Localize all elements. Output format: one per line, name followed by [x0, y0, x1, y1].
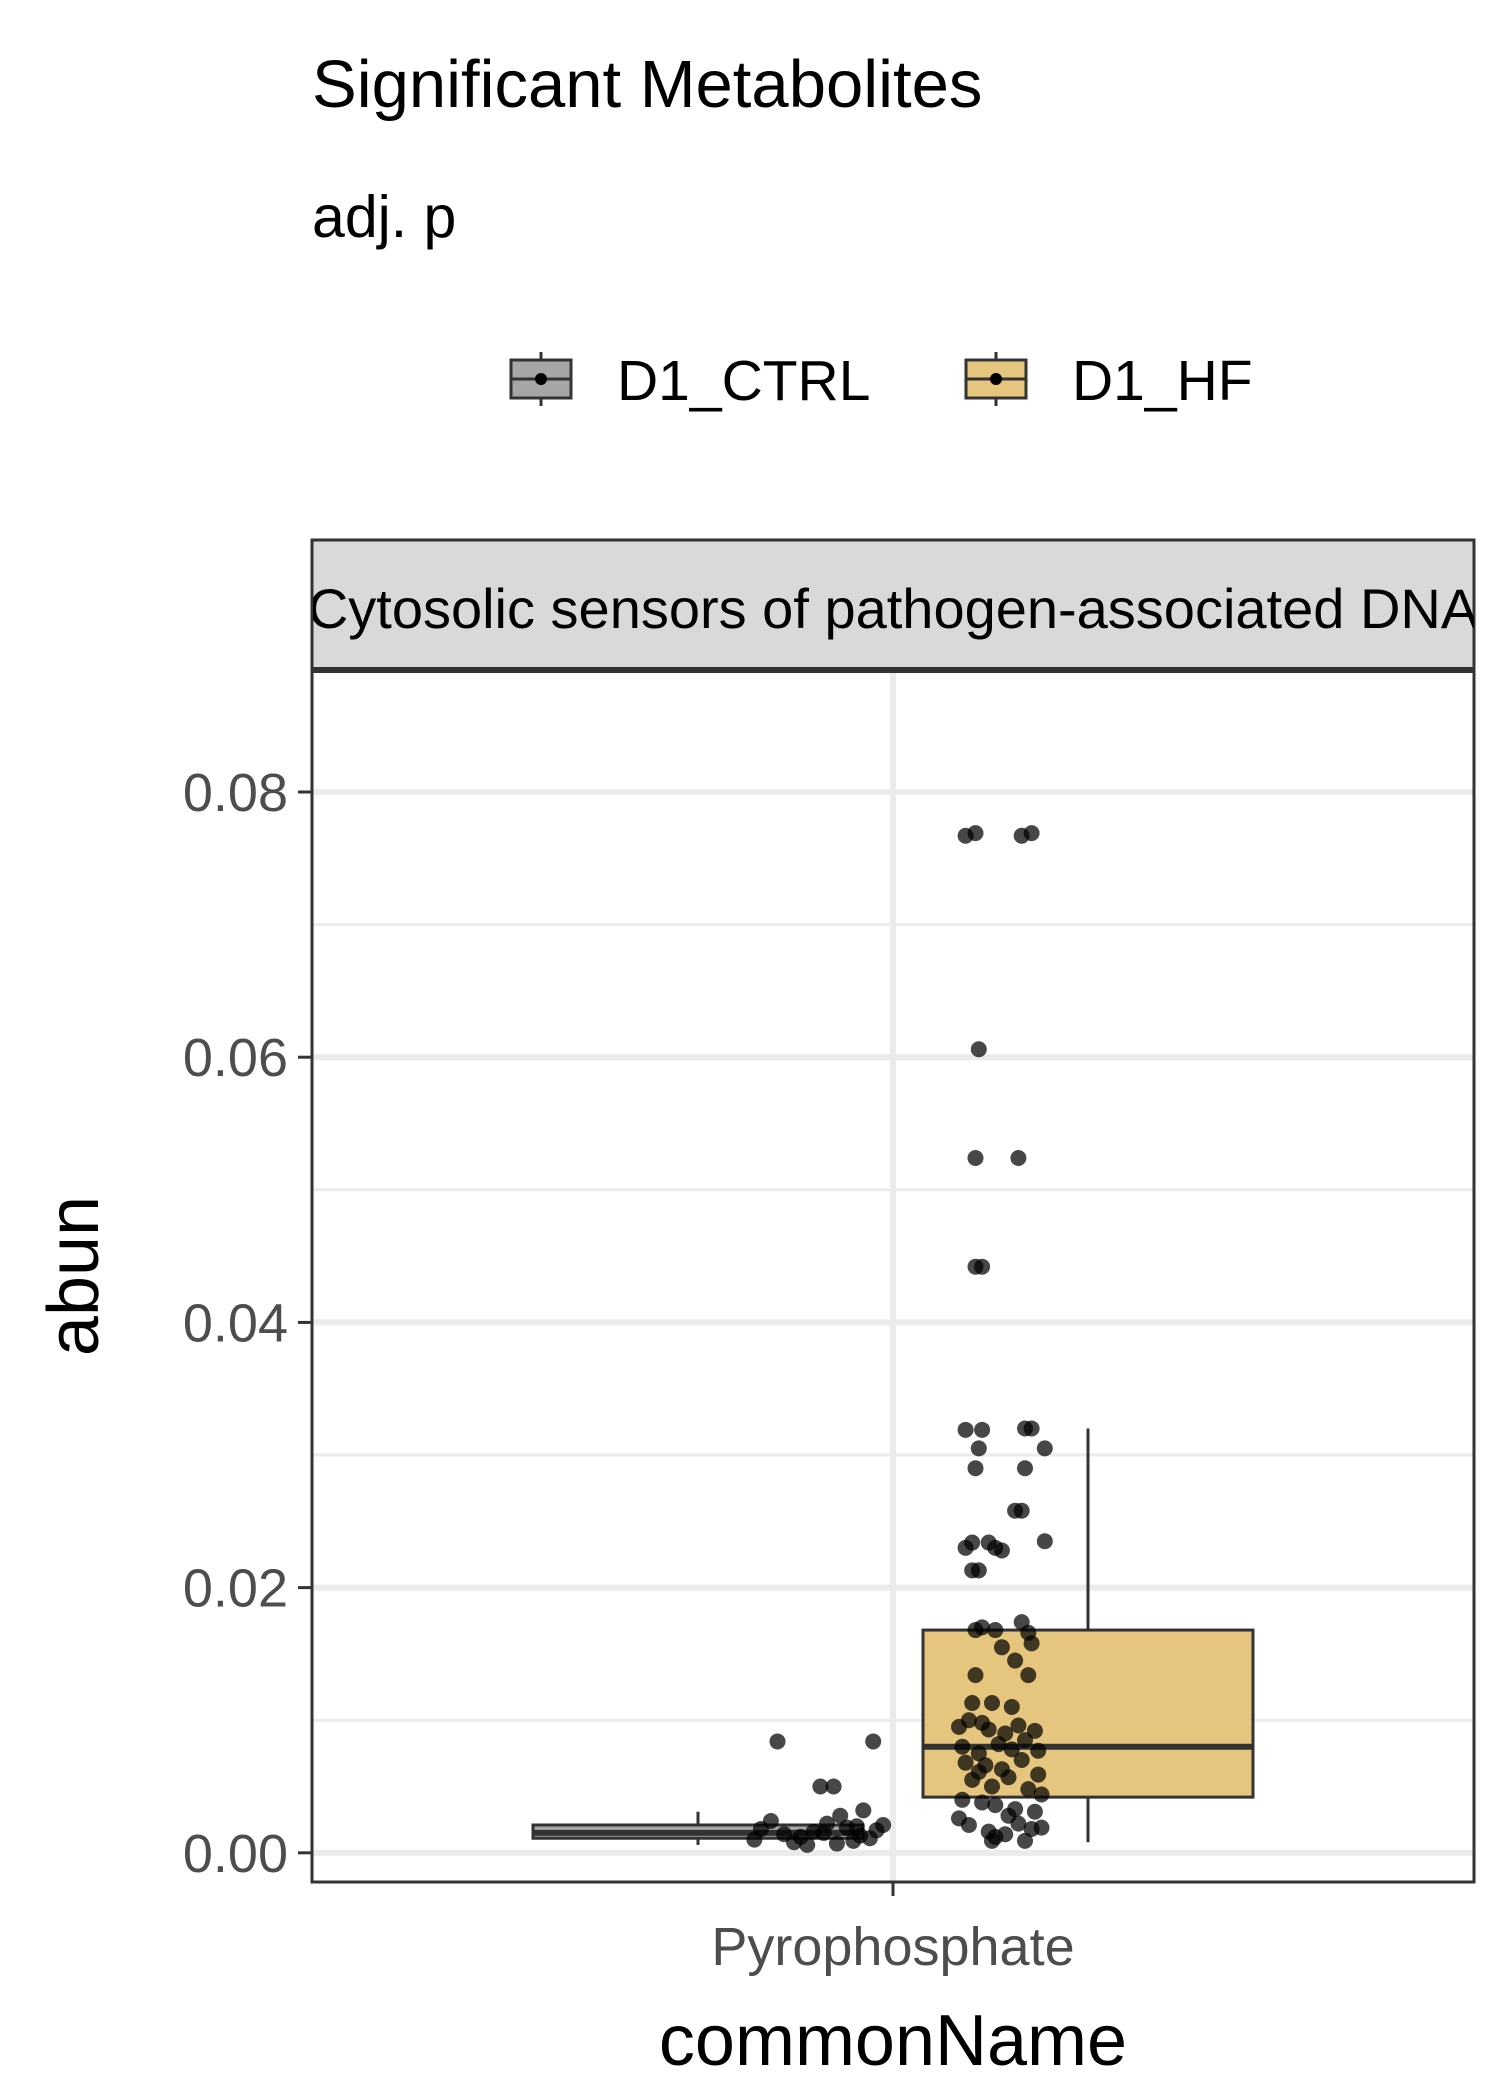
chart-subtitle: adj. p	[312, 184, 456, 250]
data-point	[954, 1791, 971, 1808]
data-point	[964, 1534, 981, 1551]
data-point	[865, 1733, 882, 1750]
data-point	[984, 1694, 1000, 1711]
data-point	[799, 1836, 816, 1853]
data-point	[746, 1831, 763, 1848]
data-point	[1030, 1742, 1047, 1759]
data-point	[1013, 1502, 1030, 1519]
data-point	[1033, 1786, 1050, 1803]
data-point	[1003, 1741, 1020, 1758]
data-point	[1023, 1635, 1040, 1652]
data-point	[970, 1745, 987, 1762]
data-point	[954, 1738, 971, 1755]
data-point	[980, 1721, 997, 1738]
data-point	[970, 1041, 987, 1058]
data-point	[997, 1826, 1014, 1843]
data-point	[967, 825, 984, 842]
data-point	[993, 1542, 1010, 1559]
data-point	[845, 1832, 862, 1849]
data-point	[974, 1794, 991, 1811]
facet-label: Cytosolic sensors of pathogen-associated…	[308, 577, 1479, 640]
data-point	[993, 1639, 1010, 1656]
data-point	[1030, 1766, 1047, 1783]
chart-title: Significant Metabolites	[312, 47, 982, 122]
data-point	[1010, 1717, 1027, 1734]
data-point	[1023, 825, 1040, 842]
data-point	[967, 1460, 984, 1477]
data-point	[875, 1816, 892, 1833]
data-point	[812, 1778, 829, 1795]
data-point	[1010, 1149, 1027, 1166]
data-point	[974, 1421, 991, 1438]
data-point	[957, 1754, 974, 1771]
data-point	[825, 1778, 842, 1795]
data-point	[832, 1807, 849, 1824]
data-point	[1013, 1752, 1030, 1769]
data-point	[974, 1258, 991, 1275]
data-point	[1033, 1819, 1050, 1836]
facet-strip	[310, 538, 1476, 672]
legend: D1_CTRL D1_HF	[509, 349, 1253, 413]
legend-key-ctrl	[509, 352, 573, 406]
data-point	[1007, 1652, 1024, 1669]
data-point	[1017, 1732, 1033, 1749]
data-point	[815, 1824, 832, 1841]
data-point	[861, 1830, 878, 1847]
data-point	[1000, 1769, 1017, 1786]
data-point	[967, 1667, 984, 1684]
data-point	[957, 1421, 974, 1438]
legend-label-ctrl: D1_CTRL	[617, 349, 870, 413]
data-point	[762, 1813, 779, 1830]
data-point	[828, 1835, 845, 1852]
y-axis: 0.00 0.02 0.04 0.06 0.08	[183, 763, 312, 1884]
data-point	[1036, 1533, 1053, 1550]
data-point	[1036, 1440, 1053, 1457]
data-point	[1017, 1460, 1033, 1477]
data-point	[960, 1712, 977, 1729]
x-tick-label: Pyrophosphate	[711, 1917, 1074, 1977]
data-point	[970, 1440, 987, 1457]
data-point	[970, 1562, 987, 1579]
data-point	[984, 1832, 1000, 1849]
data-point	[974, 1619, 991, 1636]
gridlines	[312, 670, 1474, 1882]
data-point	[1017, 1832, 1033, 1849]
data-point	[960, 1816, 977, 1833]
legend-key-hf	[964, 352, 1028, 406]
data-point	[1026, 1803, 1043, 1820]
data-point	[855, 1802, 872, 1819]
data-point	[848, 1818, 865, 1835]
y-tick-label: 0.08	[183, 763, 288, 823]
data-point	[987, 1797, 1004, 1814]
legend-label-hf: D1_HF	[1072, 349, 1253, 413]
data-point	[990, 1736, 1007, 1753]
data-point	[964, 1694, 981, 1711]
data-point	[1020, 1781, 1037, 1798]
x-axis-title: commonName	[659, 2001, 1127, 2081]
y-tick-label: 0.02	[183, 1559, 288, 1619]
data-point	[1000, 1807, 1017, 1824]
data-point	[1003, 1698, 1020, 1715]
data-point	[786, 1834, 802, 1851]
y-tick-label: 0.00	[183, 1824, 288, 1884]
data-point	[967, 1149, 984, 1166]
data-point	[769, 1733, 786, 1750]
data-point	[970, 1763, 987, 1780]
data-point	[984, 1778, 1000, 1795]
data-point	[1023, 1420, 1040, 1437]
x-axis: Pyrophosphate	[711, 1882, 1075, 1977]
y-tick-label: 0.04	[183, 1293, 288, 1353]
y-tick-label: 0.06	[183, 1028, 288, 1088]
data-point	[987, 1622, 1004, 1639]
data-point	[1020, 1667, 1037, 1684]
jitter-points	[746, 825, 1053, 1853]
y-axis-title: abun	[34, 1196, 114, 1356]
